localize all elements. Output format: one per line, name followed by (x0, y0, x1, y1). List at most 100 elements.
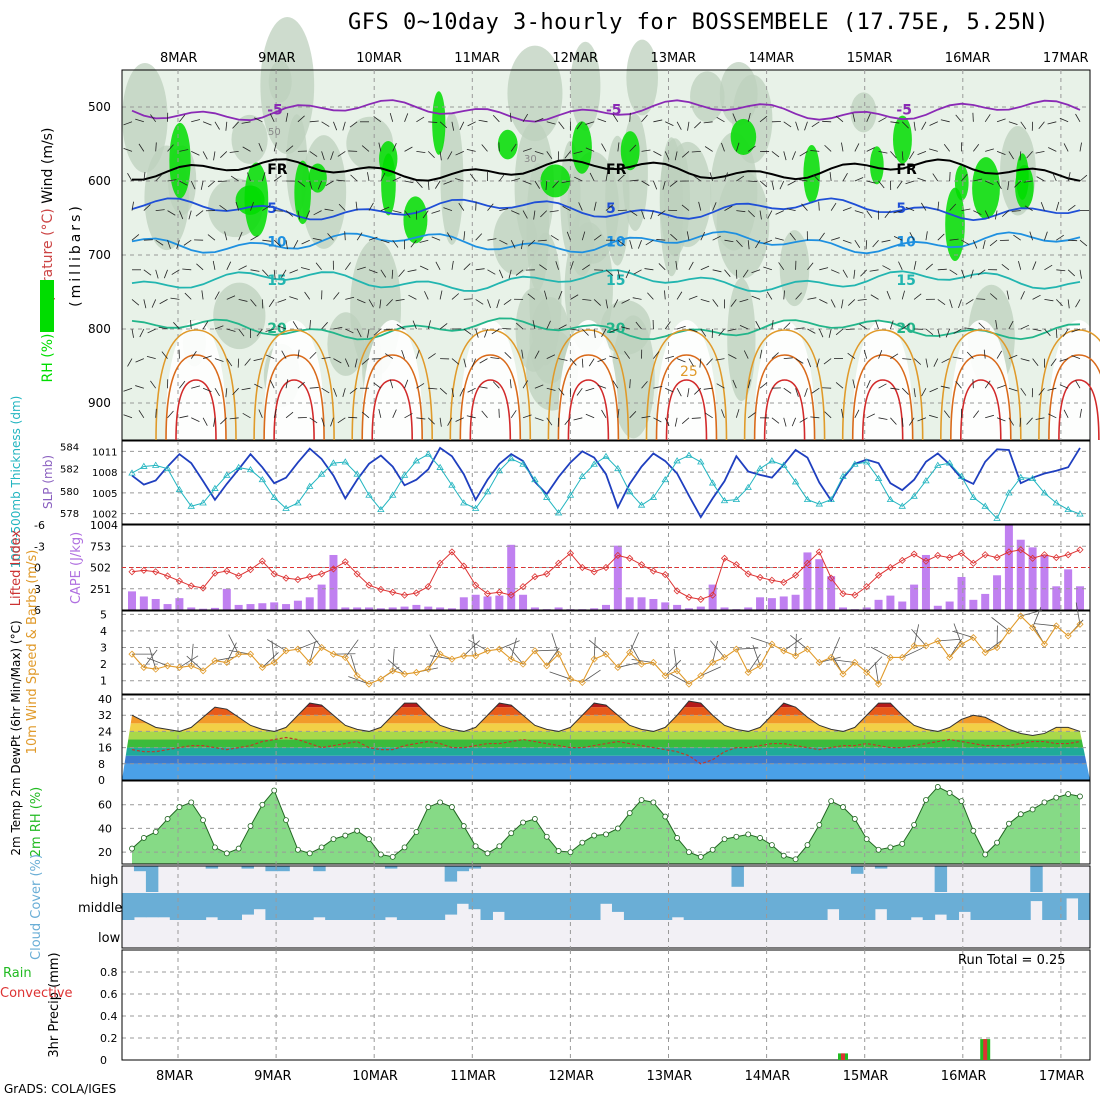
wind-barb (613, 299, 619, 308)
wind-barb (1059, 384, 1069, 389)
lifted-index-point (1017, 546, 1025, 554)
cape-bar (1076, 586, 1084, 610)
wind-barb (743, 350, 749, 359)
wind-barb (297, 381, 305, 389)
wind-barb (202, 355, 212, 359)
wind-barb (878, 151, 888, 154)
wind-barb (481, 410, 488, 419)
wind-barb (625, 269, 631, 279)
wind-barb (539, 264, 547, 271)
warm-contour (743, 329, 826, 441)
wind-barb (404, 413, 413, 419)
wind-barb (297, 210, 301, 220)
wind-barb (732, 379, 737, 389)
thickness-point (827, 495, 835, 503)
wind-barb (392, 210, 402, 214)
wind-speed-point (673, 667, 681, 675)
wind-barb (675, 260, 678, 270)
wind-barb (831, 237, 840, 241)
dry-bubble (264, 320, 325, 520)
cloud-axis-title: Cloud Cover (%) (29, 854, 44, 960)
wind-barb (566, 231, 571, 241)
wind-barb (463, 328, 472, 335)
thickness-point (803, 495, 812, 503)
rh-shade (626, 39, 658, 116)
cape-bar (827, 576, 836, 610)
wind-barb (123, 414, 133, 419)
thickness-point (768, 457, 776, 464)
wind-barb (1075, 299, 1081, 308)
wind-barb (852, 379, 856, 389)
wind-barb (664, 417, 670, 427)
cloud-cell (480, 893, 493, 920)
wind-speed-point (294, 645, 302, 653)
rh-point (591, 832, 598, 839)
wind-barb (751, 269, 761, 274)
lifted-index-point (827, 574, 835, 582)
wind-barb (920, 202, 927, 211)
cloud-cell (372, 893, 386, 920)
warm-contour (655, 354, 718, 441)
wind-barb (534, 350, 540, 359)
wind-speed-point (424, 665, 432, 673)
wind-barb (439, 121, 448, 129)
wind-barb (428, 387, 438, 390)
thickness-point (993, 514, 1001, 521)
wind-barb (771, 352, 779, 359)
wind-barb (469, 173, 476, 182)
isotherm--5 (131, 99, 1081, 123)
top-date-label: 10MAR (356, 51, 402, 66)
lifted-index-point (815, 548, 823, 556)
wind-speed-point (483, 647, 492, 655)
wind-barb (368, 236, 378, 241)
temp-tick-label: 8 (98, 758, 105, 771)
upper-air-panel: 500600700800900-5-5-5FRFRFR5551010101515… (40, 17, 1100, 520)
lifted-index-point (329, 565, 338, 573)
wind-speed-point (815, 658, 823, 667)
thickness-point (258, 475, 267, 483)
wind-barb (330, 151, 334, 161)
wind-barb (593, 234, 602, 241)
wind-barb (212, 260, 216, 270)
wind-barb (783, 357, 793, 359)
temp-tick-label: 40 (98, 693, 112, 706)
cloud-cell (850, 866, 864, 874)
wind-barb (736, 239, 743, 248)
cloud-cell (468, 866, 482, 869)
wind-speed-point (993, 643, 1001, 652)
lifted-index-point (294, 575, 302, 584)
cloud-cell (994, 893, 1007, 920)
wind-barb (830, 202, 837, 211)
wind-speed-point (460, 652, 468, 660)
isotherm-label: -5 (606, 103, 622, 119)
wind-speed-point (661, 672, 669, 680)
wind-speed-point (1029, 624, 1037, 632)
wind-barb (139, 328, 145, 338)
wind-barb (937, 201, 940, 211)
wind-barb (937, 638, 960, 642)
wind-barb (463, 358, 467, 368)
wind-barb (214, 656, 237, 662)
wind-barb (1032, 294, 1041, 300)
cape-bar (898, 601, 907, 610)
wind-speed-point (732, 645, 740, 653)
wind-barb (973, 143, 980, 152)
thickness-point (163, 464, 172, 472)
wind-barb (985, 148, 994, 152)
wind-barb (1048, 413, 1057, 419)
wind-speed-point (163, 662, 172, 670)
bottom-date-label: 15MAR (843, 1069, 889, 1084)
cloud-cell (241, 893, 254, 915)
wind-barb (766, 291, 773, 300)
wind-barb (451, 121, 455, 131)
thickness-point (1005, 489, 1013, 496)
wind-barb (273, 239, 281, 247)
rh-point (887, 844, 894, 851)
wind-speed-point (851, 658, 859, 667)
wind-speed-point (626, 648, 634, 657)
wind-barb (854, 177, 864, 182)
wind-barb (558, 121, 565, 130)
wind-barb (416, 417, 426, 420)
lifted-index-point (863, 583, 871, 591)
